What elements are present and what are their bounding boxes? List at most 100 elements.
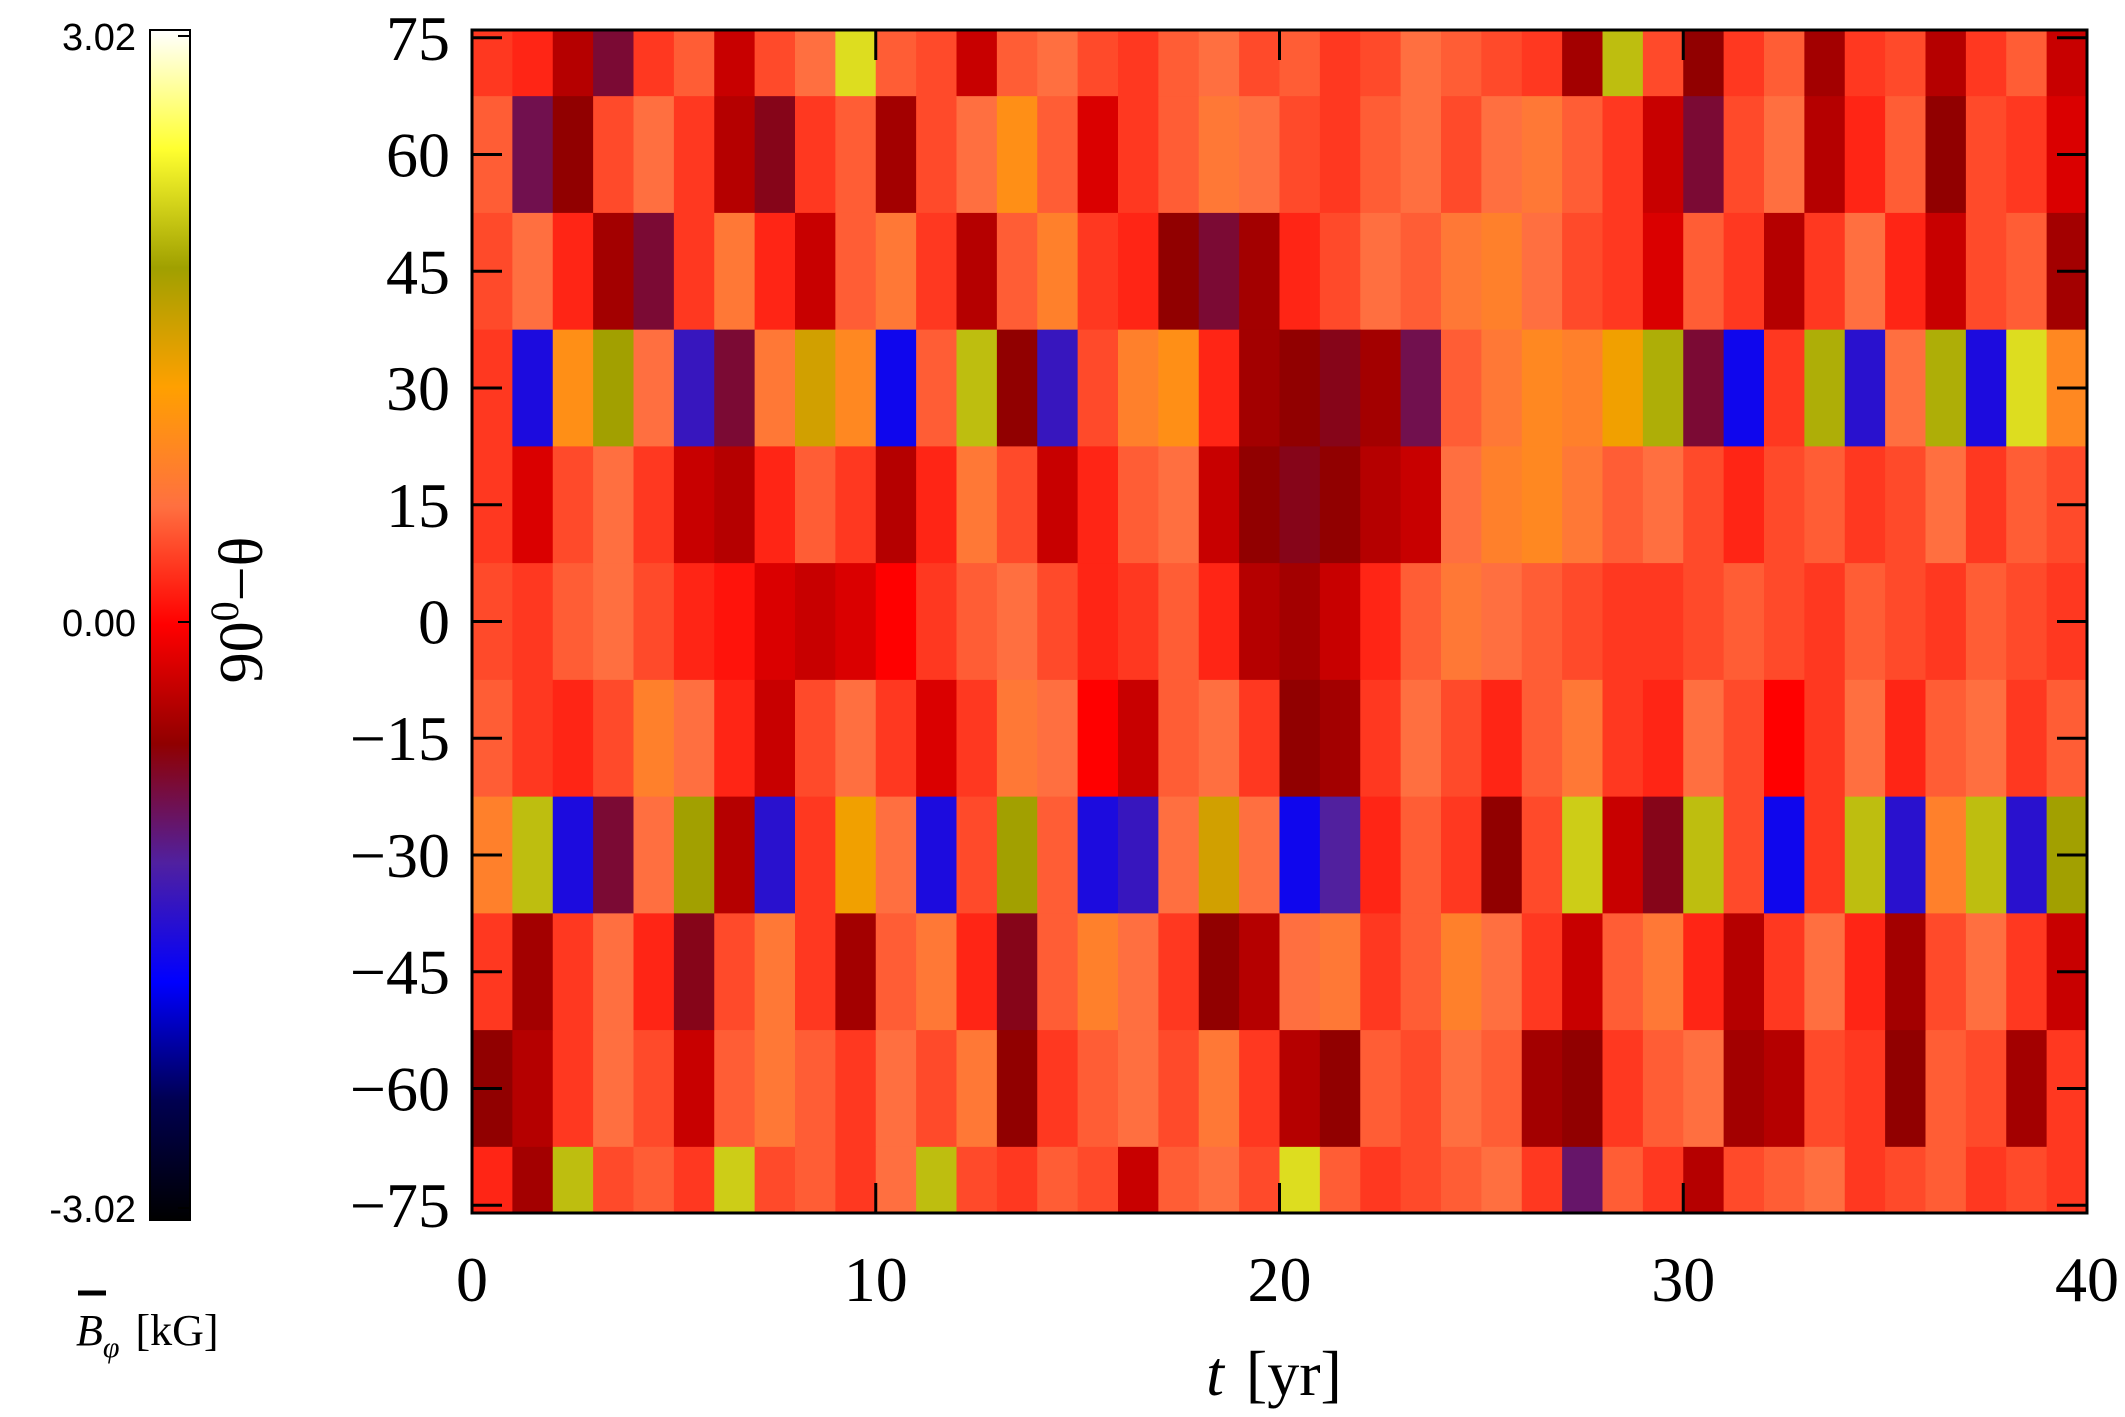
heat-cell [673, 446, 715, 564]
y-tick-label: 15 [386, 470, 450, 541]
heat-cell [1118, 679, 1159, 798]
heat-cell [1400, 1146, 1442, 1213]
heat-cell [795, 913, 836, 1031]
heat-cell [552, 796, 594, 914]
heat-cell [1319, 30, 1361, 97]
heat-cell [956, 796, 998, 914]
x-tick-label: 40 [2055, 1244, 2119, 1315]
heat-cell [1198, 1030, 1240, 1148]
heat-cell [916, 446, 958, 564]
heat-cell [1683, 913, 1725, 1031]
heat-cell [1764, 1030, 1805, 1148]
heat-cell [1965, 796, 2007, 914]
y-tick-label: −45 [350, 937, 450, 1008]
heat-cell [714, 796, 756, 914]
heat-cell [1481, 96, 1523, 214]
heat-cell [956, 30, 998, 97]
heat-cell [1723, 446, 1765, 564]
heat-cell [1723, 329, 1765, 447]
heat-cell [1279, 212, 1321, 331]
heat-cell [835, 913, 877, 1031]
heat-cell [673, 329, 715, 447]
heat-cell [1037, 212, 1079, 331]
heat-cell [1965, 679, 2007, 798]
heat-cell [1521, 563, 1563, 681]
heat-cell [1562, 679, 1604, 798]
heat-cell [1360, 329, 1402, 447]
heat-cell [633, 563, 675, 681]
heat-cell [795, 96, 836, 214]
heat-cell [1441, 563, 1482, 681]
heat-cell [996, 30, 1038, 97]
heat-cell [1400, 1030, 1442, 1148]
heat-cell [1077, 1030, 1119, 1148]
heat-cell [1319, 1146, 1361, 1213]
heat-cell [714, 446, 756, 564]
heat-cell [593, 1146, 635, 1213]
heat-cell [1844, 679, 1886, 798]
heat-cell [1239, 913, 1281, 1031]
heat-cell [1239, 1146, 1281, 1213]
heat-cell [1683, 30, 1725, 97]
heat-cell [1319, 796, 1361, 914]
x-tick-label: 30 [1651, 1244, 1715, 1315]
heat-cell [512, 563, 554, 681]
heat-cell [1562, 1030, 1604, 1148]
heat-cell [714, 1030, 756, 1148]
heat-cell [875, 96, 917, 214]
heat-cell [1481, 679, 1523, 798]
heat-cell [1077, 446, 1119, 564]
heat-cell [1804, 1146, 1846, 1213]
heat-cell [1885, 913, 1927, 1031]
y-tick-label: −15 [350, 703, 450, 774]
heat-cell [1037, 96, 1079, 214]
x-axis-label: t [yr] [1206, 1338, 1342, 1409]
heat-cell [1683, 679, 1725, 798]
heat-cell [1562, 913, 1604, 1031]
heat-cell [1158, 679, 1200, 798]
heat-cell [1642, 212, 1684, 331]
heat-cell [875, 212, 917, 331]
heat-cell [1602, 96, 1644, 214]
y-tick-label: 0 [418, 587, 450, 658]
heat-cell [1844, 1030, 1886, 1148]
heat-cell [835, 212, 877, 331]
heat-cell [754, 563, 796, 681]
heat-cell [2006, 96, 2048, 214]
heat-cell [1965, 212, 2007, 331]
heat-cell [1360, 796, 1402, 914]
heat-cell [835, 563, 877, 681]
heat-cell [996, 329, 1038, 447]
heat-cell [593, 913, 635, 1031]
heat-cell [552, 1030, 594, 1148]
heat-cell [996, 563, 1038, 681]
heat-cell [1965, 30, 2007, 97]
heat-cell [633, 796, 675, 914]
colorbar-tick-label: -3.02 [49, 1189, 136, 1231]
heat-cell [1804, 329, 1846, 447]
heat-cell [1400, 212, 1442, 331]
colorbar-tick-label: 0.00 [62, 603, 136, 645]
heat-cell [1925, 1146, 1967, 1213]
x-tick-label: 20 [1248, 1244, 1312, 1315]
heat-cell [1562, 796, 1604, 914]
heat-cell [916, 30, 958, 97]
heat-cell [996, 679, 1038, 798]
heat-cell [1602, 212, 1644, 331]
heat-cell [1400, 563, 1442, 681]
heat-cell [714, 30, 756, 97]
heat-cell [1441, 1030, 1482, 1148]
heat-cell [1804, 1030, 1846, 1148]
heat-cell [1077, 96, 1119, 214]
heat-cell [1723, 1146, 1765, 1213]
heat-cell [1158, 796, 1200, 914]
heat-cell [1602, 913, 1644, 1031]
heat-cell [875, 1030, 917, 1148]
heat-cell [1683, 796, 1725, 914]
heat-cell [956, 1146, 998, 1213]
heat-cell [1037, 30, 1079, 97]
heat-cell [1441, 96, 1482, 214]
heat-cell [1562, 96, 1604, 214]
colorbar-label: Bφ [kG] [76, 1306, 219, 1364]
heat-cell [1683, 1030, 1725, 1148]
